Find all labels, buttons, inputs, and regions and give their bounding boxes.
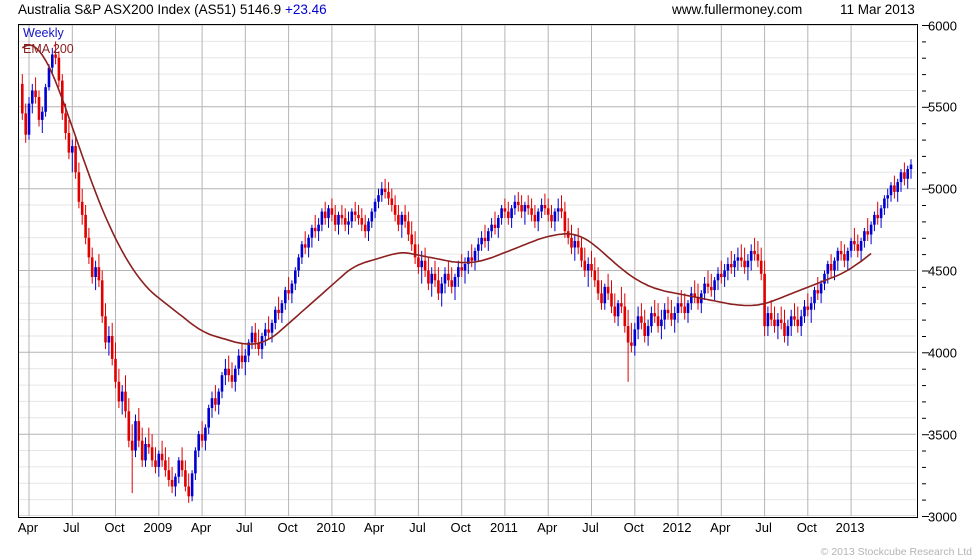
- x-axis-tick-2010: 2010: [316, 520, 346, 535]
- page-title: Australia S&P ASX200 Index (AS51) 5146.9…: [18, 2, 327, 17]
- x-axis-tick-jul: Jul: [582, 520, 599, 535]
- y-axis-tick-3500: 3500: [928, 427, 957, 443]
- x-axis-tick-jul: Jul: [755, 520, 772, 535]
- legend-ema-200: EMA 200: [23, 42, 74, 56]
- x-axis-tick-2012: 2012: [662, 520, 692, 535]
- chart-plot-area: Weekly EMA 200: [18, 24, 918, 518]
- y-axis-tick-6000: 6000: [928, 18, 957, 33]
- x-axis-tick-oct: Oct: [104, 520, 125, 535]
- y-axis: 3000 3500 4000 4500 5000 5500 6000: [922, 18, 980, 524]
- x-axis-tick-2009: 2009: [143, 520, 173, 535]
- x-axis-tick-apr: Apr: [190, 520, 212, 535]
- quote-date-label: 11 Mar 2013: [840, 2, 915, 17]
- x-axis-tick-jul: Jul: [62, 520, 80, 535]
- y-axis-tick-4500: 4500: [928, 263, 957, 279]
- copyright-label: © 2013 Stockcube Research Ltd: [820, 546, 972, 558]
- x-axis-tick-apr: Apr: [537, 520, 558, 535]
- y-axis-tick-5500: 5500: [928, 99, 957, 115]
- x-axis-tick-jul: Jul: [236, 520, 253, 535]
- x-axis-tick-oct: Oct: [623, 520, 644, 535]
- price-change: +23.46: [284, 2, 327, 17]
- y-axis-tick-4000: 4000: [928, 345, 957, 361]
- x-axis-tick-oct: Oct: [277, 520, 298, 535]
- y-axis-tick-5000: 5000: [928, 181, 957, 197]
- x-axis-tick-jul: Jul: [409, 520, 426, 535]
- x-axis-tick-oct: Oct: [450, 520, 471, 535]
- site-url-label: www.fullermoney.com: [672, 2, 803, 17]
- chart-gridlines: [19, 25, 916, 516]
- x-axis-tick-apr: Apr: [710, 520, 731, 535]
- instrument-title: Australia S&P ASX200 Index (AS51) 5146.9: [18, 2, 282, 17]
- chart-header: Australia S&P ASX200 Index (AS51) 5146.9…: [0, 0, 980, 24]
- x-axis-tick-oct: Oct: [796, 520, 817, 535]
- x-axis-tick-apr: Apr: [364, 520, 385, 535]
- x-axis-tick-apr: Apr: [17, 520, 39, 535]
- chart-data-layer: [21, 41, 913, 503]
- x-axis-tick-2011: 2011: [489, 520, 518, 535]
- x-axis: Apr Jul Oct 2009 Apr Jul Oct 2010 Apr Jul Oct 2011 A…: [0, 520, 980, 542]
- y-axis-tick-3000: 3000: [928, 509, 957, 524]
- legend-frequency: Weekly: [23, 26, 64, 40]
- x-axis-tick-2013: 2013: [835, 520, 865, 535]
